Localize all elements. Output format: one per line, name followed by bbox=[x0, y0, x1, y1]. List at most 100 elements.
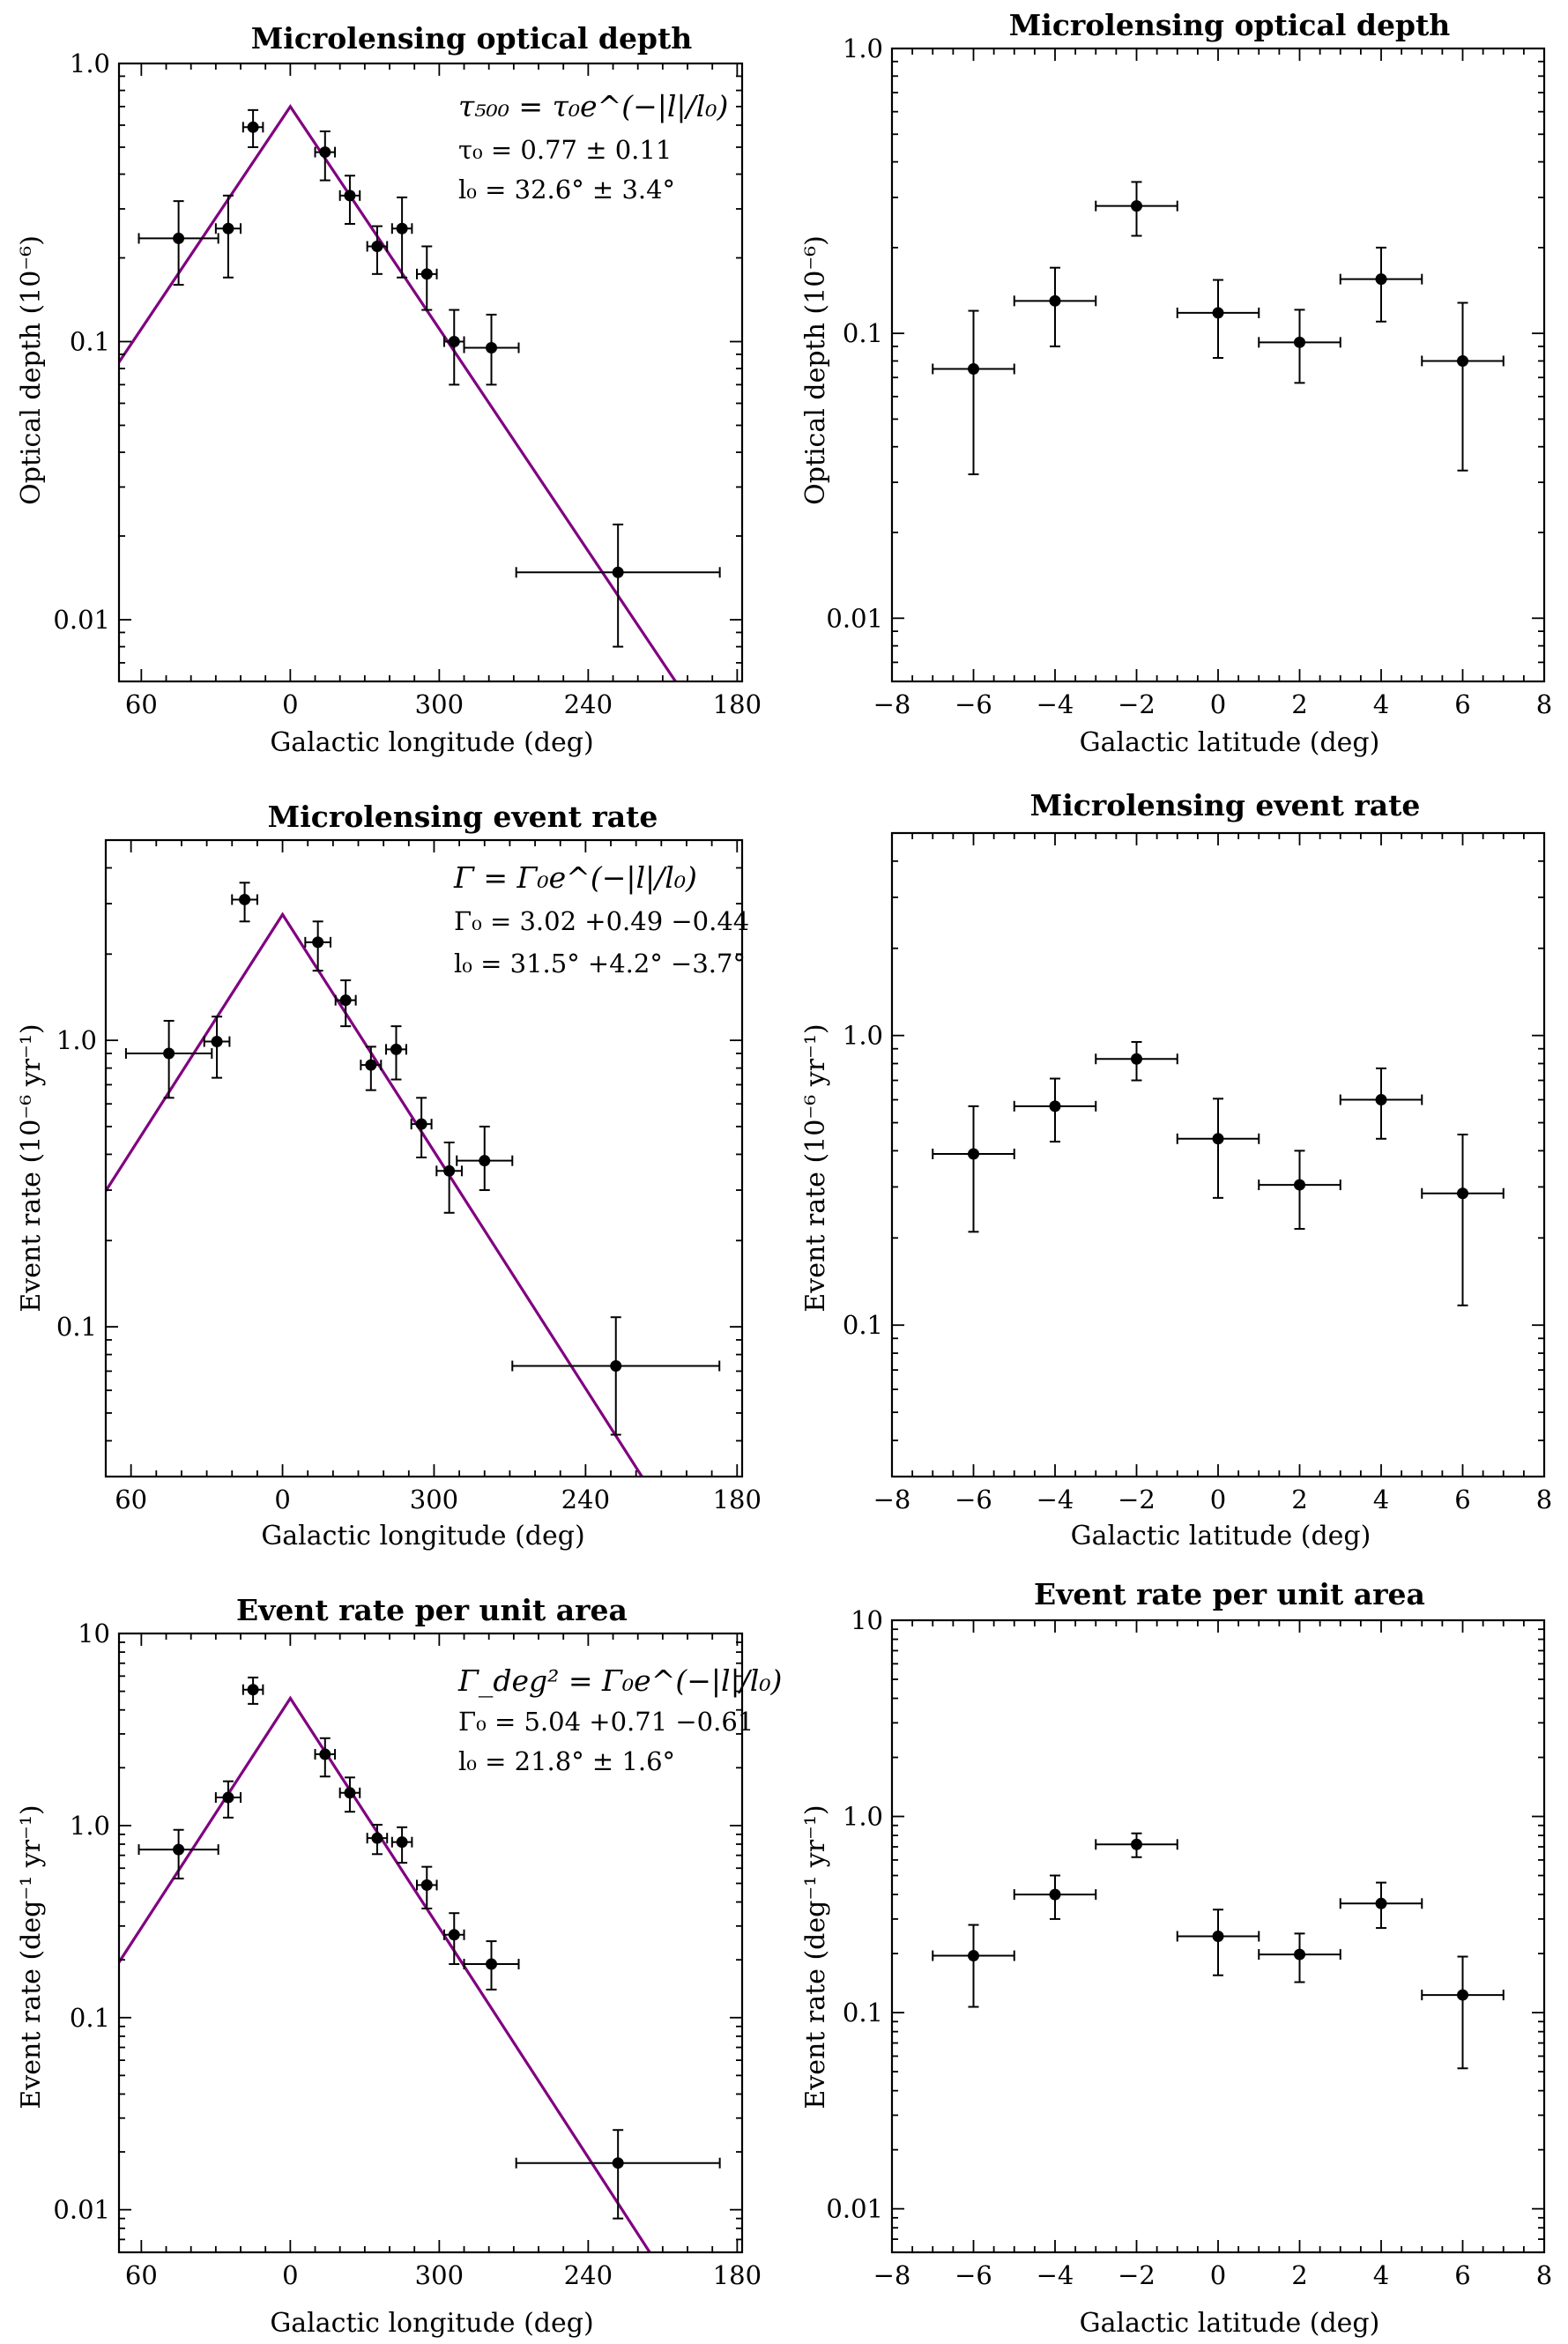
data-point bbox=[319, 146, 331, 159]
data-point bbox=[339, 994, 352, 1007]
x-tick-label: −6 bbox=[955, 2260, 992, 2290]
data-point bbox=[1212, 307, 1224, 319]
data-point bbox=[1375, 1897, 1387, 1909]
chart-title: Event rate per unit area bbox=[1034, 1577, 1425, 1611]
data-point bbox=[1049, 1100, 1061, 1112]
chart-title: Microlensing optical depth bbox=[251, 21, 693, 56]
panel-area-rate-latitude: Event rate per unit area Galactic latitu… bbox=[800, 1577, 1552, 2339]
data-point bbox=[173, 232, 185, 244]
data-point bbox=[396, 1836, 408, 1849]
x-tick-label: 8 bbox=[1536, 2260, 1552, 2290]
x-tick-label: 6 bbox=[1454, 2260, 1470, 2290]
x-tick-label: 0 bbox=[274, 1485, 290, 1514]
data-point bbox=[479, 1155, 491, 1167]
x-tick-label: 0 bbox=[1210, 2260, 1226, 2290]
data-point bbox=[1294, 336, 1305, 348]
chart-title: Microlensing event rate bbox=[1030, 788, 1421, 822]
data-point bbox=[612, 566, 624, 578]
x-axis-label: Galactic latitude (deg) bbox=[1080, 2308, 1380, 2339]
y-tick-label: 1.0 bbox=[56, 1025, 97, 1055]
panel-optical-depth-latitude: Microlensing optical depth Galactic lati… bbox=[800, 8, 1552, 758]
y-tick-label: 1.0 bbox=[843, 33, 883, 63]
data-point bbox=[344, 1787, 356, 1799]
data-point bbox=[396, 222, 408, 234]
data-point bbox=[968, 1950, 979, 1962]
x-tick-label: 60 bbox=[115, 1485, 147, 1514]
plot-frame bbox=[104, 838, 744, 1478]
data-point bbox=[1294, 1179, 1305, 1191]
data-point bbox=[486, 1958, 498, 1970]
x-tick-label: 300 bbox=[415, 2260, 464, 2290]
data-point bbox=[222, 1791, 234, 1804]
x-tick-label: 240 bbox=[564, 689, 613, 719]
annotation-formula: τ₅₀₀ = τ₀e^(−|l|/l₀) bbox=[458, 89, 728, 123]
x-tick-label: 0 bbox=[282, 689, 298, 719]
x-tick-label: 240 bbox=[564, 2260, 613, 2290]
x-tick-label: 8 bbox=[1536, 689, 1552, 719]
y-axis-label: Optical depth (10⁻⁶) bbox=[16, 235, 47, 505]
annotation-amplitude: Γ₀ = 3.02 +0.49 −0.44 bbox=[454, 906, 749, 936]
data-point bbox=[448, 336, 460, 348]
x-tick-label: 240 bbox=[561, 1485, 610, 1514]
y-tick-label: 0.1 bbox=[843, 318, 883, 348]
x-tick-label: 300 bbox=[410, 1485, 458, 1514]
annotation-formula: Γ_deg² = Γ₀e^(−|l|/l₀) bbox=[457, 1663, 782, 1699]
data-point bbox=[1131, 1838, 1142, 1850]
x-tick-label: −4 bbox=[1037, 2260, 1074, 2290]
data-point bbox=[239, 893, 251, 905]
data-point bbox=[1049, 294, 1061, 307]
data-point bbox=[247, 121, 259, 133]
data-point bbox=[486, 342, 498, 354]
x-tick-label: 60 bbox=[125, 2260, 158, 2290]
y-tick-label: 0.01 bbox=[53, 2195, 110, 2225]
x-axis-label: Galactic longitude (deg) bbox=[270, 2308, 593, 2339]
plot-marks: 0.01 0.1 1.0 10 60 0 300 240 180 bbox=[53, 1618, 762, 2290]
x-tick-label: −8 bbox=[873, 689, 911, 719]
y-axis-label: Event rate (deg⁻¹ yr⁻¹) bbox=[16, 1805, 47, 2109]
y-tick-label: 0.1 bbox=[70, 2003, 110, 2033]
x-tick-label: 4 bbox=[1373, 1485, 1389, 1514]
fit-line bbox=[106, 912, 644, 1477]
x-tick-label: 180 bbox=[713, 2260, 762, 2290]
data-point bbox=[448, 1929, 460, 1941]
x-tick-label: −4 bbox=[1037, 689, 1074, 719]
y-axis-label: Optical depth (10⁻⁶) bbox=[800, 235, 831, 505]
x-tick-label: −8 bbox=[873, 2260, 911, 2290]
data-point bbox=[1375, 1094, 1387, 1106]
data-point bbox=[173, 1843, 185, 1856]
x-tick-label: −6 bbox=[955, 689, 992, 719]
x-tick-label: 8 bbox=[1536, 1485, 1552, 1514]
y-tick-label: 1.0 bbox=[70, 48, 110, 78]
annotation-scale-length: l₀ = 31.5° +4.2° −3.7° bbox=[454, 949, 746, 979]
data-point bbox=[1457, 1989, 1468, 2001]
plot-marks: 0.1 1.0 60 0 300 240 180 bbox=[56, 838, 762, 1514]
data-point bbox=[415, 1118, 427, 1130]
x-tick-label: −8 bbox=[873, 1485, 911, 1514]
x-tick-label: 4 bbox=[1373, 2260, 1389, 2290]
plot-frame bbox=[117, 1632, 744, 2254]
plot-frame bbox=[890, 831, 1546, 1478]
annotation-formula: Γ = Γ₀e^(−|l|/l₀) bbox=[453, 860, 697, 895]
data-point bbox=[1212, 1930, 1224, 1942]
x-axis-label: Galactic longitude (deg) bbox=[261, 1521, 584, 1552]
x-tick-label: −2 bbox=[1118, 2260, 1156, 2290]
plot-marks: 0.01 0.1 1.0 60 0 300 240 180 bbox=[53, 48, 762, 719]
y-tick-label: 1.0 bbox=[843, 1802, 883, 1832]
fit-annotation: Γ_deg² = Γ₀e^(−|l|/l₀) Γ₀ = 5.04 +0.71 −… bbox=[457, 1663, 782, 1776]
data-point bbox=[1457, 1187, 1468, 1200]
y-tick-label: 0.01 bbox=[53, 605, 110, 635]
x-tick-label: −6 bbox=[955, 1485, 992, 1514]
plot-marks: 0.01 0.1 1.0 −8 −6 −4 −2 0 2 4 6 8 bbox=[826, 33, 1552, 719]
x-tick-label: 0 bbox=[1210, 689, 1226, 719]
data-point bbox=[390, 1043, 402, 1055]
y-tick-label: 1.0 bbox=[70, 1811, 110, 1841]
x-tick-label: −2 bbox=[1118, 689, 1156, 719]
x-tick-label: 2 bbox=[1291, 1485, 1307, 1514]
x-tick-label: 180 bbox=[713, 689, 762, 719]
fit-annotation: τ₅₀₀ = τ₀e^(−|l|/l₀) τ₀ = 0.77 ± 0.11 l₀… bbox=[458, 89, 728, 205]
x-tick-label: 300 bbox=[415, 689, 464, 719]
x-tick-label: 2 bbox=[1291, 2260, 1307, 2290]
panel-event-rate-latitude: Microlensing event rate Galactic latitud… bbox=[800, 788, 1552, 1552]
data-point bbox=[1212, 1133, 1224, 1145]
data-point bbox=[443, 1165, 456, 1177]
